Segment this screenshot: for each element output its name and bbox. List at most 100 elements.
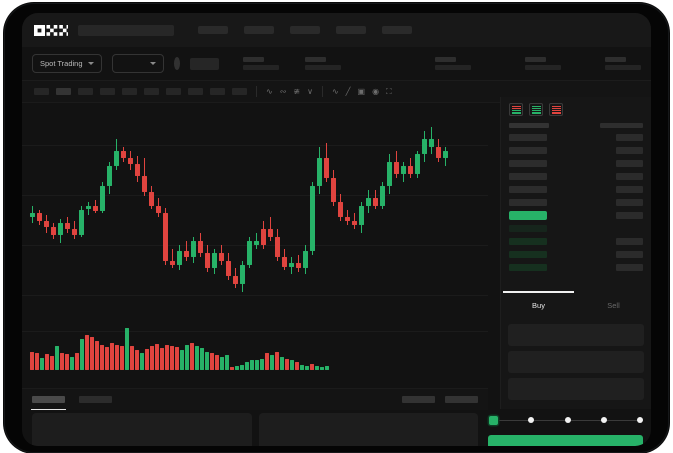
candle-body [366, 197, 371, 206]
candle-body [401, 166, 406, 175]
volume-bar [300, 364, 304, 370]
tab-sell[interactable]: Sell [576, 291, 651, 319]
volume-bar [90, 336, 94, 370]
candle-body [128, 158, 133, 165]
order-book-row-ask[interactable] [509, 172, 643, 181]
bottom-tab-1[interactable] [79, 396, 112, 403]
candle-body [149, 191, 154, 206]
settings-icon[interactable]: ◉ [372, 86, 380, 96]
okx-logo[interactable] [34, 24, 68, 36]
pair-selector-dropdown[interactable] [111, 54, 164, 73]
interval-button-1[interactable] [56, 88, 71, 95]
trend-tool-icon[interactable]: ∾ [279, 86, 287, 96]
primary-cta-button[interactable] [488, 435, 643, 446]
tab-buy[interactable]: Buy [501, 291, 576, 319]
interval-button-9[interactable] [232, 88, 247, 95]
nav-item-0[interactable] [198, 26, 228, 34]
volume-bar [105, 347, 109, 370]
ruler-icon[interactable]: ╱ [345, 86, 351, 96]
gridline [22, 331, 488, 332]
volume-bar [110, 342, 114, 370]
candle-body [254, 240, 259, 245]
order-form [500, 319, 651, 409]
nav-item-4[interactable] [382, 26, 412, 34]
candle-body [338, 201, 343, 218]
volume-bar [310, 363, 314, 370]
volume-bar [55, 346, 59, 370]
interval-button-8[interactable] [210, 88, 225, 95]
candlestick-series [30, 117, 450, 302]
order-book-column-size [509, 123, 549, 128]
step-indicator-4[interactable] [600, 417, 607, 423]
interval-button-4[interactable] [122, 88, 137, 95]
stat-value [525, 65, 562, 70]
volume-bar [70, 356, 74, 370]
step-indicator-1[interactable] [489, 415, 498, 425]
nav-item-3[interactable] [336, 26, 366, 34]
order-book-row-bid[interactable] [509, 237, 643, 246]
price-chart[interactable] [22, 103, 488, 388]
market-type-dropdown[interactable]: Spot Trading [32, 54, 102, 73]
order-book-row-ask[interactable] [509, 133, 643, 142]
fullscreen-icon[interactable]: ⛶ [386, 86, 392, 96]
volume-bar [120, 345, 124, 370]
volume-bar [125, 328, 129, 370]
nav-item-2[interactable] [290, 26, 320, 34]
interval-button-2[interactable] [78, 88, 93, 95]
interval-button-6[interactable] [166, 88, 181, 95]
bottom-tab-0[interactable] [31, 396, 66, 410]
candle-body [352, 221, 357, 226]
order-book-row-bid[interactable] [509, 224, 643, 233]
fib-tool-icon[interactable]: ≇ [293, 86, 301, 96]
candle-body [177, 250, 182, 265]
candle-body [436, 146, 441, 159]
order-price-field[interactable] [508, 324, 644, 346]
candle-body [408, 166, 413, 175]
step-indicator-3[interactable] [564, 417, 571, 423]
shapes-tool-icon[interactable]: ∨ [307, 86, 313, 96]
order-book-row-bid[interactable] [509, 250, 643, 259]
interval-button-0[interactable] [34, 88, 49, 95]
volume-bar [60, 352, 64, 370]
order-book-row-ask[interactable] [509, 198, 643, 207]
order-book-row-ask[interactable] [509, 185, 643, 194]
stat-label [525, 57, 547, 62]
volume-bar [230, 366, 234, 370]
volume-bar [235, 365, 239, 370]
interval-button-7[interactable] [188, 88, 203, 95]
interval-button-5[interactable] [144, 88, 159, 95]
camera-icon[interactable]: ▣ [357, 86, 366, 96]
stepper-dots [489, 415, 643, 425]
volume-bar [165, 344, 169, 370]
order-book-asks-icon[interactable] [549, 103, 563, 116]
app-header [22, 13, 651, 47]
order-book-row-ask[interactable] [509, 159, 643, 168]
tablet-device-frame: Spot Trading [4, 3, 669, 453]
step-indicator-5[interactable] [637, 417, 643, 423]
search-input[interactable] [78, 24, 174, 36]
order-size-bar [509, 264, 547, 271]
volume-bar [40, 357, 44, 370]
order-price-bar [616, 264, 643, 271]
order-book-row-bid[interactable] [509, 263, 643, 272]
candle-body [268, 229, 273, 238]
candle-body [100, 185, 105, 212]
order-amount-field[interactable] [508, 351, 644, 373]
pair-coin-icon [173, 57, 181, 70]
order-book-last-price-row[interactable] [509, 211, 643, 220]
order-book-both-icon[interactable] [509, 103, 523, 116]
line-tool-icon[interactable]: ∿ [266, 86, 273, 96]
order-book-row-ask[interactable] [509, 146, 643, 155]
order-book-bids-icon[interactable] [529, 103, 543, 116]
orders-action-1[interactable] [445, 396, 478, 403]
candle-body [240, 264, 245, 285]
volume-bar [45, 354, 49, 370]
nav-item-1[interactable] [244, 26, 274, 34]
order-total-field[interactable] [508, 378, 644, 400]
order-size-bar [509, 147, 547, 154]
wave-tool-icon[interactable]: ∿ [331, 86, 339, 96]
orders-action-0[interactable] [402, 396, 435, 403]
step-indicator-2[interactable] [528, 417, 535, 423]
order-price-bar [616, 160, 643, 167]
interval-button-3[interactable] [100, 88, 115, 95]
